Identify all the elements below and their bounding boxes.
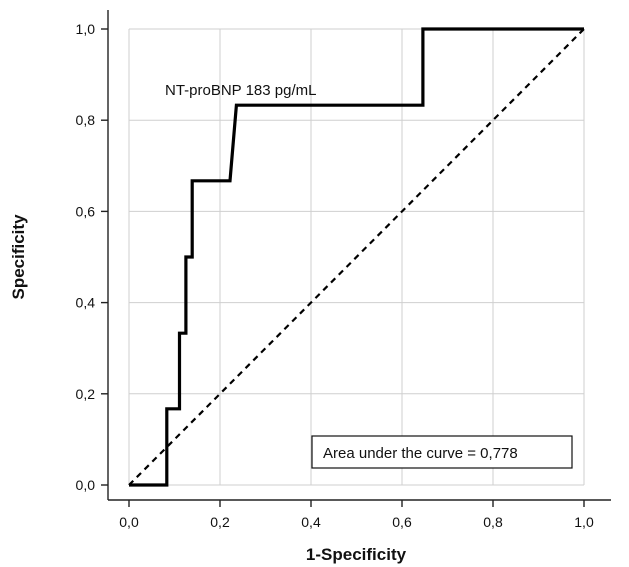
roc-curve-line [129,27,584,487]
x-tick-label-5: 1,0 [574,514,594,530]
curve-label: NT-proBNP 183 pg/mL [165,82,316,99]
x-tick-label-2: 0,4 [301,514,321,530]
y-tick-label-3: 0,6 [76,203,96,219]
y-tick-label-1: 0,2 [76,386,96,402]
x-tick-label-4: 0,8 [483,514,503,530]
x-axis-title: 1-Specificity [306,545,407,564]
x-tick-label-3: 0,6 [392,514,412,530]
y-tick-label-5: 1,0 [76,21,96,37]
y-axis-title: Specificity [9,214,28,300]
series-layer [128,27,585,487]
axes [101,10,611,507]
y-tick-labels: 0,0 0,2 0,4 0,6 0,8 1,0 [76,21,96,493]
y-tick-label-4: 0,8 [76,112,96,128]
reference-diagonal-line [128,28,585,486]
x-tick-label-0: 0,0 [119,514,139,530]
auc-box [311,435,573,469]
x-tick-label-1: 0,2 [210,514,230,530]
y-tick-label-0: 0,0 [76,477,96,493]
y-tick-label-2: 0,4 [76,295,96,311]
x-tick-labels: 0,0 0,2 0,4 0,6 0,8 1,0 [119,514,594,530]
auc-label: Area under the curve = 0,778 [323,445,518,462]
